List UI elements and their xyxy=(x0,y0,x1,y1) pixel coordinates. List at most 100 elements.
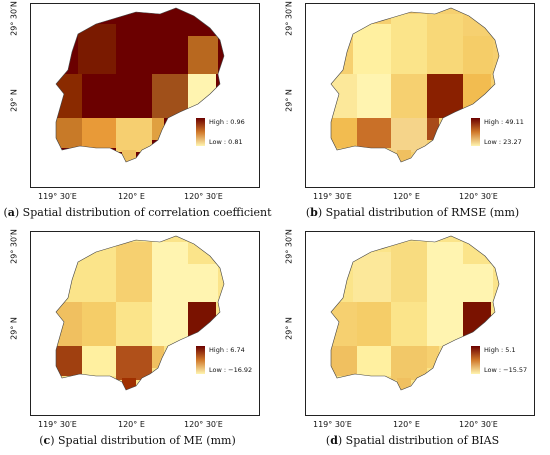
grid-cell xyxy=(353,24,391,74)
lat-label-bottom: 29° N xyxy=(284,317,294,340)
study-area-map xyxy=(55,235,225,391)
panel-caption: (c) Spatial distribution of ME (mm) xyxy=(39,434,236,447)
grid-cell xyxy=(397,150,411,162)
grid-cell xyxy=(331,74,357,118)
grid-cell xyxy=(116,14,152,74)
grid-cell xyxy=(82,302,116,346)
panel-a: 29° 30′N 29° N 119° 30′E 120° E 120° 30′E Hig… xyxy=(0,0,275,225)
grid-cell xyxy=(391,242,427,302)
lat-label-bottom: 29° N xyxy=(9,89,19,112)
study-area-outline xyxy=(55,235,225,391)
grid-cell xyxy=(56,346,82,376)
legend-low-label: Low : 0.81 xyxy=(209,138,243,146)
grid-cell xyxy=(357,74,391,118)
study-area-outline xyxy=(330,235,500,391)
legend-gradient-bar xyxy=(196,346,205,374)
legend-high-label: High : 49.11 xyxy=(484,118,524,126)
grid-cell xyxy=(391,118,427,152)
grid-cell xyxy=(188,36,218,74)
grid-cell xyxy=(397,378,411,390)
study-area-map xyxy=(55,7,225,163)
lat-label-bottom: 29° N xyxy=(284,89,294,112)
legend-low-label: Low : −15.57 xyxy=(484,366,528,374)
legend-low-label: Low : 23.27 xyxy=(484,138,522,146)
grid-cell xyxy=(82,118,116,148)
grid-cell xyxy=(353,252,391,302)
grid-cell xyxy=(331,302,357,346)
lon-label-left: 119° 30′E xyxy=(38,192,77,201)
grid-cell xyxy=(122,378,136,390)
grid-cell xyxy=(357,118,391,148)
grid-cell xyxy=(152,74,188,118)
grid-cell xyxy=(391,74,427,118)
lat-label-top: 29° 30′N xyxy=(284,1,294,36)
legend-gradient-bar xyxy=(471,118,480,146)
lon-label-left: 119° 30′E xyxy=(313,192,352,201)
legend-high-label: High : 5.1 xyxy=(484,346,516,354)
panel-caption: (b) Spatial distribution of RMSE (mm) xyxy=(305,206,520,219)
grid-cell xyxy=(82,346,116,376)
grid-cell xyxy=(152,14,188,74)
lon-label-mid: 120° E xyxy=(393,420,420,429)
lat-label-top: 29° 30′N xyxy=(284,229,294,264)
grid-cell xyxy=(357,346,391,376)
lon-label-left: 119° 30′E xyxy=(313,420,352,429)
grid-cell xyxy=(331,118,357,148)
grid-cell xyxy=(122,150,136,162)
grid-cell xyxy=(427,14,463,74)
grid-cell xyxy=(116,74,152,118)
legend-gradient-bar xyxy=(196,118,205,146)
lon-label-right: 120° 30′E xyxy=(184,192,223,201)
panel-b: 29° 30′N 29° N 119° 30′E 120° E 120° 30′E Hig… xyxy=(275,0,550,225)
grid-cell xyxy=(116,242,152,302)
legend-gradient-bar xyxy=(471,346,480,374)
grid-cell xyxy=(82,74,116,118)
grid-cell xyxy=(427,242,463,302)
lat-label-top: 29° 30′N xyxy=(9,229,19,264)
color-legend: High : 0.96 Low : 0.81 xyxy=(196,118,256,150)
grid-cell xyxy=(331,346,357,376)
grid-cell xyxy=(116,346,152,380)
study-area-outline xyxy=(330,7,500,163)
grid-cell xyxy=(116,118,152,152)
lon-label-right: 120° 30′E xyxy=(459,420,498,429)
panel-d: 29° 30′N 29° N 119° 30′E 120° E 120° 30′E Hig… xyxy=(275,228,550,455)
grid-cell xyxy=(463,74,491,108)
lat-label-bottom: 29° N xyxy=(9,317,19,340)
study-area-map xyxy=(330,7,500,163)
grid-cell xyxy=(56,302,82,346)
grid-cell xyxy=(152,242,188,302)
grid-cell xyxy=(188,74,216,108)
color-legend: High : 6.74 Low : −16.92 xyxy=(196,346,256,378)
lat-label-top: 29° 30′N xyxy=(9,1,19,36)
grid-cell xyxy=(391,346,427,380)
grid-cell xyxy=(357,302,391,346)
grid-cell xyxy=(78,24,116,74)
grid-cell xyxy=(188,302,216,336)
lon-label-right: 120° 30′E xyxy=(459,192,498,201)
grid-cell xyxy=(56,74,82,118)
grid-cell xyxy=(463,264,493,302)
study-area-map xyxy=(330,235,500,391)
lon-label-right: 120° 30′E xyxy=(184,420,223,429)
legend-low-label: Low : −16.92 xyxy=(209,366,253,374)
grid-cell xyxy=(152,302,188,346)
lon-label-mid: 120° E xyxy=(393,192,420,201)
legend-high-label: High : 6.74 xyxy=(209,346,245,354)
lon-label-left: 119° 30′E xyxy=(38,420,77,429)
grid-cell xyxy=(188,264,218,302)
grid-cell xyxy=(463,302,491,336)
color-legend: High : 5.1 Low : −15.57 xyxy=(471,346,531,378)
panel-c: 29° 30′N 29° N 119° 30′E 120° E 120° 30′E Hig… xyxy=(0,228,275,455)
legend-high-label: High : 0.96 xyxy=(209,118,245,126)
grid-cell xyxy=(56,118,82,148)
color-legend: High : 49.11 Low : 23.27 xyxy=(471,118,531,150)
grid-cell xyxy=(391,302,427,346)
panel-caption: (a) Spatial distribution of correlation … xyxy=(3,206,272,219)
lon-label-mid: 120° E xyxy=(118,192,145,201)
grid-cell xyxy=(463,36,493,74)
grid-cell xyxy=(116,302,152,346)
grid-cell xyxy=(427,302,463,346)
study-area-outline xyxy=(55,7,225,163)
grid-cell xyxy=(391,14,427,74)
